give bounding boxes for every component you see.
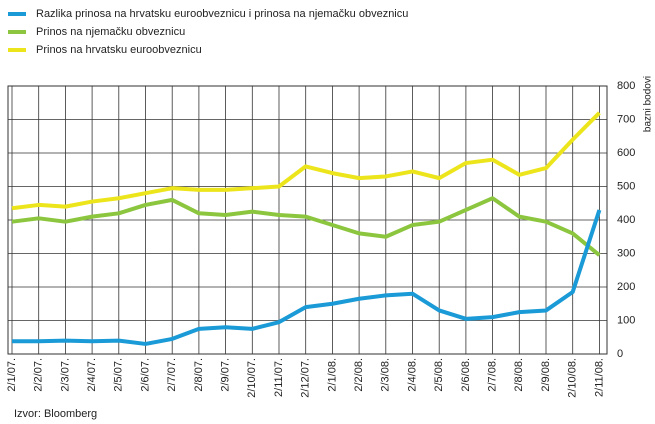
x-tick-label: 2/2/08. — [353, 358, 365, 392]
y-tick-label: 200 — [617, 281, 635, 293]
legend-label: Prinos na hrvatsku euroobveznicu — [36, 44, 202, 56]
legend-label: Prinos na njemačku obveznicu — [36, 26, 185, 38]
x-tick-label: 2/10/07. — [246, 358, 258, 398]
x-tick-label: 2/11/08. — [593, 358, 605, 397]
x-tick-label: 2/9/07. — [220, 358, 232, 392]
y-tick-label: 600 — [617, 147, 635, 159]
y-tick-label: 0 — [617, 348, 623, 360]
x-tick-label: 2/3/08. — [380, 358, 392, 392]
series-line — [12, 209, 602, 346]
source: Izvor: Bloomberg — [14, 408, 97, 420]
x-tick-label: 2/8/08. — [513, 358, 525, 392]
y-tick-label: 800 — [617, 80, 635, 92]
x-tick-label: 2/7/08. — [487, 358, 499, 392]
y-tick-label: 700 — [617, 113, 635, 125]
x-tick-label: 2/3/07. — [59, 358, 71, 392]
x-tick-label: 2/1/08. — [326, 358, 338, 392]
x-tick-label: 2/5/07. — [113, 358, 125, 392]
y-tick-label: 500 — [617, 180, 635, 192]
x-tick-label: 2/10/08. — [567, 358, 579, 398]
series-line — [11, 111, 601, 211]
x-tick-label: 2/11/07. — [273, 358, 285, 397]
y-tick-label: 400 — [617, 214, 635, 226]
y-tick-label: 300 — [617, 247, 635, 259]
x-tick-label: 2/7/07. — [166, 358, 178, 392]
x-tick-label: 2/12/07. — [300, 358, 312, 398]
x-tick-label: 2/5/08. — [433, 358, 445, 392]
legend-label: Razlika prinosa na hrvatsku euroobveznic… — [36, 8, 408, 20]
x-tick-label: 2/8/07. — [193, 358, 205, 392]
x-tick-label: 2/4/07. — [86, 358, 98, 392]
x-tick-label: 2/6/07. — [139, 358, 151, 392]
x-tick-label: 2/4/08. — [406, 358, 418, 392]
x-tick-label: 2/6/08. — [460, 358, 472, 392]
series-line — [11, 196, 601, 257]
x-tick-label: 2/9/08. — [540, 358, 552, 392]
y-axis-label: bazni bodovi — [643, 76, 654, 132]
y-tick-label: 100 — [617, 314, 635, 326]
x-tick-label: 2/1/07. — [6, 358, 18, 392]
x-tick-label: 2/2/07. — [33, 358, 45, 392]
